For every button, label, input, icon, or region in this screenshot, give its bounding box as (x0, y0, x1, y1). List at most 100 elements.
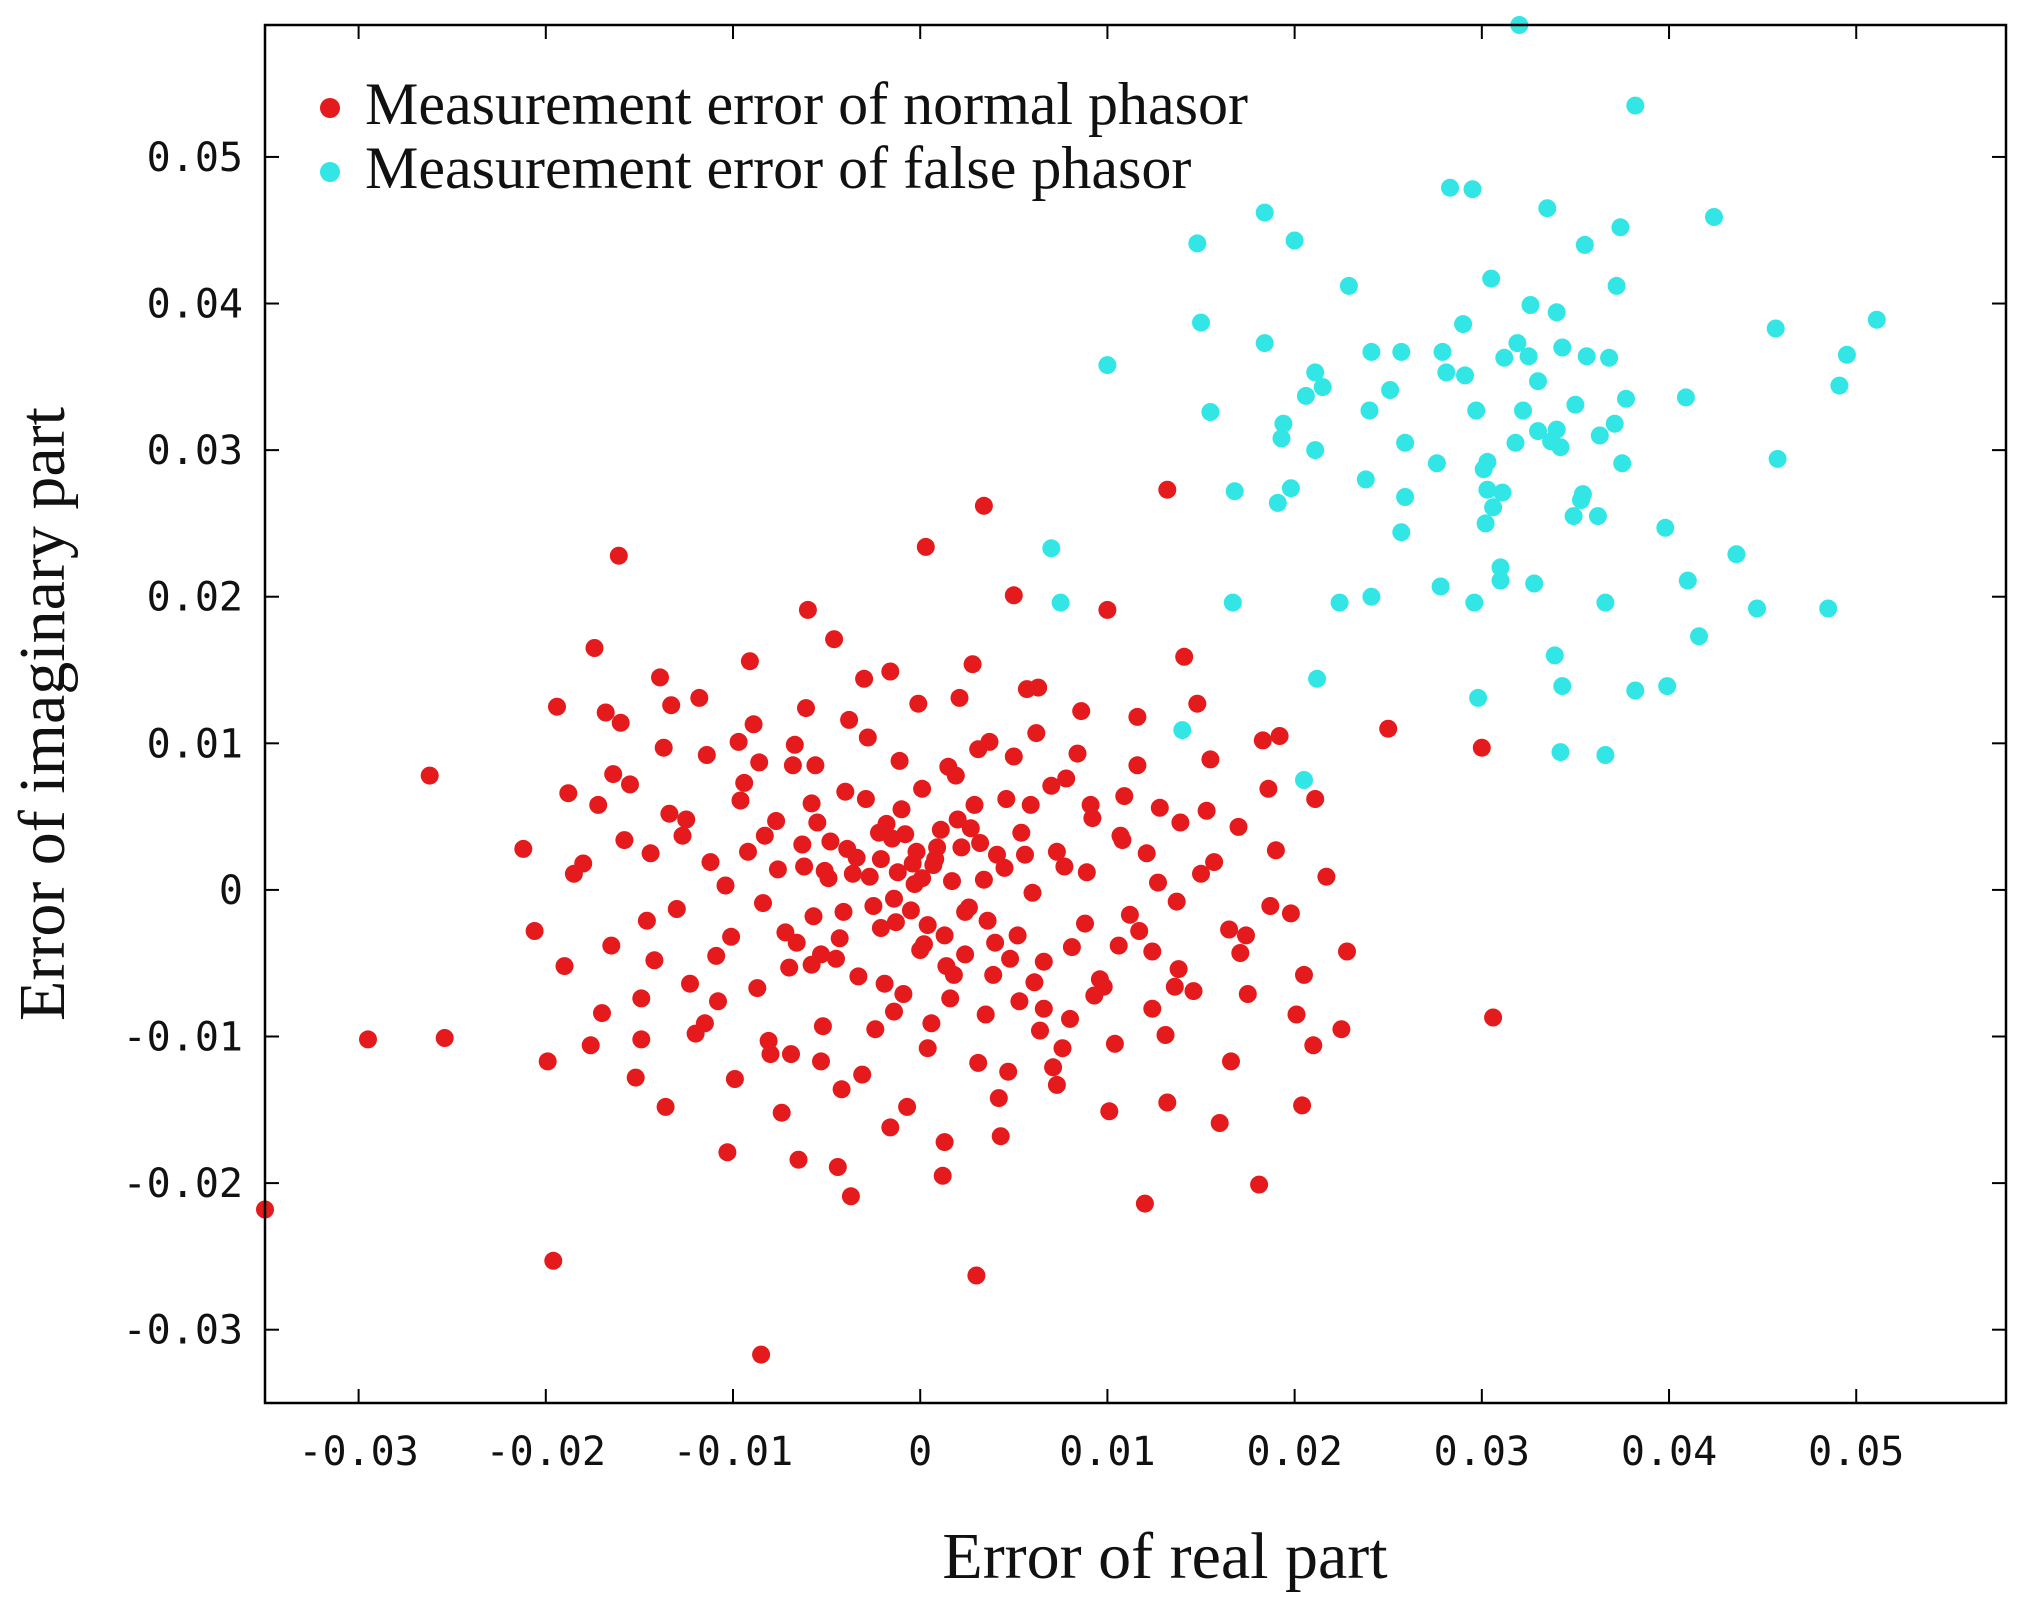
normal-phasor-point (1304, 1036, 1323, 1055)
normal-phasor-point (988, 845, 1006, 864)
false-phasor-point (1201, 403, 1220, 421)
false-phasor-point (1547, 303, 1566, 322)
normal-phasor-point (967, 1266, 986, 1285)
false-phasor-point (1508, 334, 1527, 353)
normal-phasor-point (989, 1089, 1008, 1108)
false-phasor-point (1467, 401, 1486, 420)
normal-phasor-point (836, 782, 855, 801)
normal-phasor-point (840, 710, 859, 729)
false-phasor-point (1360, 401, 1379, 420)
normal-phasor-point (1167, 892, 1186, 911)
normal-phasor-point (787, 933, 806, 952)
false-phasor-point (1465, 593, 1484, 612)
false-phasor-point (1396, 488, 1415, 506)
false-phasor-point (1566, 395, 1585, 414)
normal-phasor-point (761, 1045, 780, 1064)
normal-phasor-point (909, 694, 928, 713)
false-phasor-point (1551, 438, 1570, 457)
false-phasor-point (1538, 199, 1557, 218)
normal-phasor-point (1229, 817, 1248, 836)
normal-phasor-point (913, 869, 932, 888)
normal-phasor-point (602, 936, 621, 955)
normal-phasor-point (1150, 798, 1169, 817)
normal-phasor-point (907, 842, 926, 861)
normal-phasor-point (821, 832, 840, 851)
false-phasor-point (1308, 669, 1327, 688)
false-phasor-point (1188, 234, 1207, 253)
x-tick-label: -0.01 (673, 1429, 793, 1475)
normal-phasor-point (858, 728, 877, 747)
normal-phasor-point (772, 1103, 791, 1122)
normal-phasor-point (976, 1005, 995, 1024)
plot-frame (263, 23, 2008, 1405)
false-phasor-point (1392, 342, 1411, 361)
false-phasor-point (1433, 342, 1452, 361)
false-phasor-point (1491, 558, 1510, 577)
normal-phasor-point (963, 655, 982, 674)
normal-phasor-point (604, 765, 623, 784)
normal-phasor-point (1034, 952, 1053, 971)
normal-phasor-point (783, 756, 802, 775)
normal-phasor-point (896, 825, 915, 844)
normal-phasor-point (984, 965, 1003, 984)
normal-phasor-point (834, 902, 853, 921)
false-phasor-point (1626, 681, 1645, 700)
normal-phasor-point (894, 985, 913, 1003)
normal-phasor-point (785, 735, 804, 754)
normal-phasor-point (1128, 756, 1147, 775)
legend-marker-false-phasor (320, 162, 340, 182)
false-phasor-point (1514, 401, 1532, 420)
normal-phasor-point (596, 703, 615, 722)
normal-phasor-point (1085, 986, 1104, 1005)
normal-phasor-point (1109, 936, 1128, 955)
normal-phasor-point (1057, 769, 1076, 788)
false-phasor-point (1431, 577, 1450, 596)
normal-phasor-point (918, 916, 937, 935)
normal-phasor-point (991, 1127, 1010, 1146)
normal-phasor-point (1055, 857, 1074, 876)
normal-phasor-point (1130, 922, 1149, 940)
false-phasor-point (1521, 296, 1540, 314)
normal-phasor-point (860, 867, 879, 886)
x-tick-label: 0.01 (1059, 1429, 1155, 1475)
false-phasor-point (1272, 429, 1291, 448)
normal-phasor-point (1295, 965, 1313, 984)
normal-phasor-point (667, 900, 686, 918)
normal-phasor-point (961, 819, 980, 838)
normal-phasor-point (812, 1052, 830, 1071)
false-phasor-point (1617, 389, 1635, 408)
false-phasor-point (1306, 363, 1325, 382)
normal-phasor-point (886, 913, 905, 932)
normal-phasor-point (849, 967, 868, 986)
normal-phasor-point (1044, 1058, 1063, 1077)
normal-phasor-point (768, 860, 787, 879)
normal-phasor-point (1042, 776, 1061, 795)
normal-phasor-point (359, 1030, 377, 1049)
false-phasor-point (1474, 460, 1493, 479)
y-tick-label: 0 (219, 868, 243, 914)
normal-phasor-point (641, 844, 660, 863)
false-phasor-point (1658, 677, 1677, 696)
normal-phasor-point (1034, 999, 1053, 1018)
normal-phasor-point (1197, 801, 1216, 820)
normal-phasor-point (1111, 826, 1130, 845)
normal-phasor-point (581, 1036, 600, 1055)
normal-phasor-point (707, 946, 726, 965)
normal-phasor-point (1253, 731, 1272, 750)
normal-phasor-point (1338, 942, 1356, 961)
false-phasor-point (1255, 203, 1274, 222)
false-phasor-point (1551, 743, 1570, 762)
x-tick-label: 0.03 (1434, 1429, 1530, 1475)
false-phasor-point (1478, 480, 1497, 499)
normal-phasor-point (731, 791, 750, 810)
normal-phasor-point (548, 697, 566, 716)
x-tick-label: -0.02 (486, 1429, 606, 1475)
normal-phasor-point (673, 826, 692, 845)
normal-phasor-point (1143, 999, 1162, 1018)
false-phasor-point (1656, 518, 1675, 537)
normal-phasor-point (808, 813, 827, 832)
false-phasor-point (1192, 313, 1210, 332)
false-phasor-point (1495, 348, 1514, 367)
normal-phasor-point (915, 935, 933, 954)
normal-phasor-point (1077, 863, 1096, 882)
